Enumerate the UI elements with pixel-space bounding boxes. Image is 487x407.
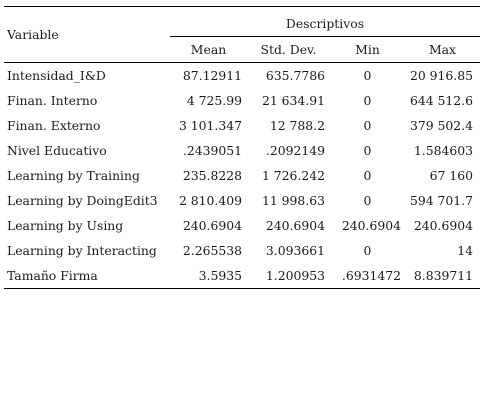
std-dev-cell: 11 998.63	[261, 193, 325, 208]
max-cell: 644 512.6	[409, 93, 473, 108]
min-cell: 0	[363, 168, 372, 183]
mean-cell: 87.12911	[182, 68, 242, 83]
min-cell: 0	[363, 143, 372, 158]
max-cell: 379 502.4	[409, 118, 473, 133]
variable-column-header: Variable	[4, 6, 170, 63]
min-column-header: Min	[330, 36, 405, 63]
min-cell: 0	[363, 68, 372, 83]
max-cell: 20 916.85	[409, 68, 473, 83]
table-row: Learning by DoingEdit3 2 810.409 11 998.63…	[4, 188, 480, 213]
mean-cell: 2 810.409	[178, 193, 242, 208]
std-dev-cell: 1 726.242	[261, 168, 325, 183]
table-row: Finan. Interno 4 725.99 21 634.91 0 644 512.…	[4, 88, 480, 113]
mean-column-header: Mean	[170, 36, 247, 63]
max-column-header: Max	[405, 36, 480, 63]
table-row: Intensidad_I&D 87.12911 635.7786 0 20 916.85	[4, 63, 480, 89]
mean-cell: 4 725.99	[186, 93, 242, 108]
max-cell: 8.839711	[405, 263, 480, 289]
max-cell: 1.584603	[413, 143, 473, 158]
table-row: Learning by Interacting 2.265538 3.093661 0…	[4, 238, 480, 263]
variable-cell: Learning by Using	[7, 218, 124, 233]
std-dev-cell: .2092149	[265, 143, 325, 158]
max-cell: 240.6904	[413, 218, 473, 233]
table-row: Nivel Educativo .2439051 .2092149 0 1.584603	[4, 138, 480, 163]
mean-cell: 240.6904	[182, 218, 242, 233]
table-row: Learning by Using 240.6904 240.6904 240.690…	[4, 213, 480, 238]
max-cell: 67 160	[429, 168, 473, 183]
std-dev-cell: 12 788.2	[269, 118, 325, 133]
variable-cell: Intensidad_I&D	[7, 68, 106, 83]
mean-cell: 2.265538	[182, 243, 242, 258]
table-row: Learning by Training 235.8228 1 726.242 0 67…	[4, 163, 480, 188]
std-dev-cell: 240.6904	[265, 218, 325, 233]
max-cell: 14	[457, 243, 473, 258]
variable-cell: Learning by Interacting	[7, 243, 157, 258]
min-cell: .6931472	[330, 263, 405, 289]
table-body: Intensidad_I&D 87.12911 635.7786 0 20 916.85…	[4, 63, 480, 289]
std-dev-cell: 1.200953	[247, 263, 330, 289]
variable-cell: Tamaño Firma	[4, 263, 170, 289]
variable-cell: Learning by Training	[7, 168, 140, 183]
std-dev-cell: 3.093661	[265, 243, 325, 258]
std-dev-cell: 635.7786	[265, 68, 325, 83]
mean-cell: 235.8228	[182, 168, 242, 183]
table-row: Finan. Externo 3 101.347 12 788.2 0 379 502.…	[4, 113, 480, 138]
variable-cell: Learning by DoingEdit3	[7, 193, 158, 208]
std-dev-cell: 21 634.91	[261, 93, 325, 108]
max-cell: 594 701.7	[409, 193, 473, 208]
descriptivos-group-header: Descriptivos	[170, 6, 480, 37]
min-cell: 0	[363, 118, 372, 133]
min-cell: 0	[363, 93, 372, 108]
variable-cell: Finan. Interno	[7, 93, 98, 108]
table-row: Tamaño Firma 3.5935 1.200953.6931472 8.8397…	[4, 263, 480, 289]
min-cell: 0	[363, 243, 372, 258]
std-dev-column-header: Std. Dev.	[247, 36, 330, 63]
variable-cell: Nivel Educativo	[7, 143, 107, 158]
descriptive-statistics-table: Variable Descriptivos Mean Std. Dev. Min…	[4, 6, 480, 289]
mean-cell: .2439051	[182, 143, 242, 158]
min-cell: 0	[363, 193, 372, 208]
min-cell: 240.6904	[341, 218, 401, 233]
variable-cell: Finan. Externo	[7, 118, 101, 133]
mean-cell: 3 101.347	[178, 118, 242, 133]
mean-cell: 3.5935	[170, 263, 247, 289]
